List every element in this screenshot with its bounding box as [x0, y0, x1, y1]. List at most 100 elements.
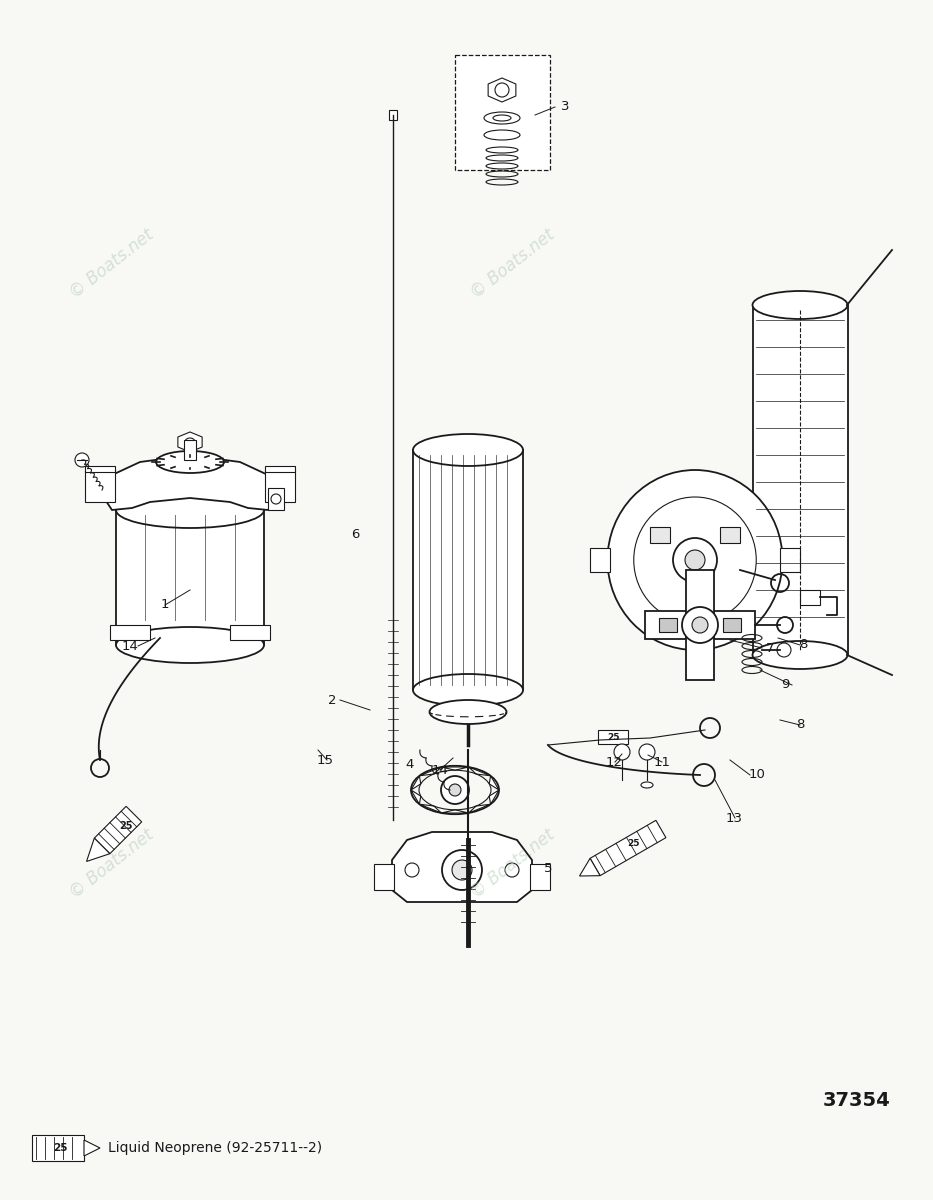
- Circle shape: [441, 776, 469, 804]
- Text: Liquid Neoprene (92-25711--2): Liquid Neoprene (92-25711--2): [108, 1141, 322, 1154]
- Bar: [590, 548, 610, 572]
- Circle shape: [75, 452, 89, 467]
- Bar: [265, 466, 295, 472]
- Circle shape: [271, 494, 281, 504]
- Polygon shape: [590, 821, 666, 876]
- Polygon shape: [87, 838, 110, 862]
- Text: 25: 25: [53, 1142, 67, 1153]
- Text: 11: 11: [653, 756, 671, 768]
- Bar: [413, 450, 523, 690]
- Text: 25: 25: [119, 821, 132, 830]
- Text: © Boats.net: © Boats.net: [66, 226, 158, 302]
- Circle shape: [639, 744, 655, 760]
- Bar: [645, 611, 755, 638]
- Text: 3: 3: [561, 101, 569, 114]
- Circle shape: [685, 550, 705, 570]
- Polygon shape: [420, 804, 441, 814]
- Bar: [184, 440, 196, 460]
- Text: © Boats.net: © Boats.net: [467, 226, 559, 302]
- Ellipse shape: [493, 115, 511, 121]
- Bar: [374, 864, 394, 890]
- Bar: [455, 55, 550, 170]
- Bar: [659, 618, 677, 632]
- Ellipse shape: [753, 290, 847, 319]
- Bar: [110, 625, 150, 640]
- Polygon shape: [411, 775, 421, 790]
- Bar: [800, 590, 820, 605]
- Circle shape: [692, 617, 708, 634]
- Text: 4: 4: [406, 758, 414, 772]
- Bar: [530, 864, 550, 890]
- Polygon shape: [441, 767, 468, 770]
- Ellipse shape: [116, 492, 264, 528]
- Polygon shape: [411, 790, 421, 804]
- Bar: [650, 527, 670, 542]
- Circle shape: [442, 850, 482, 890]
- Polygon shape: [468, 804, 491, 814]
- Bar: [85, 466, 115, 472]
- Polygon shape: [441, 810, 468, 814]
- Bar: [268, 488, 284, 510]
- Polygon shape: [178, 432, 202, 452]
- Ellipse shape: [116, 626, 264, 662]
- Text: 12: 12: [606, 756, 622, 768]
- Text: 14: 14: [432, 763, 449, 776]
- Text: 2: 2: [327, 694, 336, 707]
- Polygon shape: [579, 858, 600, 876]
- Text: 9: 9: [781, 678, 789, 691]
- Bar: [686, 570, 714, 680]
- Bar: [720, 527, 740, 542]
- Ellipse shape: [607, 470, 783, 650]
- Bar: [723, 618, 741, 632]
- Polygon shape: [468, 767, 491, 775]
- Circle shape: [682, 607, 718, 643]
- Text: 13: 13: [726, 811, 743, 824]
- Text: 5: 5: [544, 862, 552, 875]
- Ellipse shape: [484, 112, 520, 124]
- Circle shape: [495, 83, 509, 97]
- Text: 8: 8: [796, 719, 804, 732]
- Text: 6: 6: [351, 528, 359, 541]
- Ellipse shape: [753, 641, 847, 670]
- Text: 8: 8: [799, 638, 807, 652]
- Circle shape: [673, 538, 717, 582]
- Ellipse shape: [429, 700, 507, 724]
- Circle shape: [614, 744, 630, 760]
- Ellipse shape: [484, 130, 520, 140]
- Bar: [32, 1135, 84, 1162]
- Polygon shape: [489, 790, 499, 804]
- Circle shape: [405, 863, 419, 877]
- Polygon shape: [420, 767, 441, 775]
- Bar: [780, 548, 800, 572]
- Polygon shape: [84, 1140, 100, 1156]
- Ellipse shape: [641, 782, 653, 788]
- Ellipse shape: [413, 434, 523, 466]
- Text: 15: 15: [316, 754, 333, 767]
- Circle shape: [505, 863, 519, 877]
- Polygon shape: [488, 78, 516, 102]
- Bar: [116, 510, 264, 646]
- Ellipse shape: [413, 674, 523, 706]
- Text: 1: 1: [160, 599, 169, 612]
- Text: © Boats.net: © Boats.net: [467, 826, 559, 902]
- Bar: [85, 470, 115, 502]
- Circle shape: [452, 860, 472, 880]
- Polygon shape: [489, 775, 499, 790]
- Bar: [230, 625, 270, 640]
- Text: 7: 7: [766, 642, 774, 654]
- Text: 25: 25: [627, 840, 639, 848]
- Circle shape: [449, 784, 461, 796]
- Polygon shape: [94, 806, 142, 853]
- Polygon shape: [392, 832, 532, 902]
- Bar: [265, 470, 295, 502]
- Bar: [389, 110, 397, 120]
- Polygon shape: [102, 458, 278, 510]
- Text: 14: 14: [121, 640, 138, 653]
- Text: © Boats.net: © Boats.net: [66, 826, 158, 902]
- Bar: [753, 305, 848, 655]
- Text: 10: 10: [748, 768, 765, 781]
- Text: 37354: 37354: [822, 1091, 890, 1110]
- Ellipse shape: [156, 451, 224, 473]
- Text: 25: 25: [606, 732, 620, 742]
- Bar: [598, 730, 628, 744]
